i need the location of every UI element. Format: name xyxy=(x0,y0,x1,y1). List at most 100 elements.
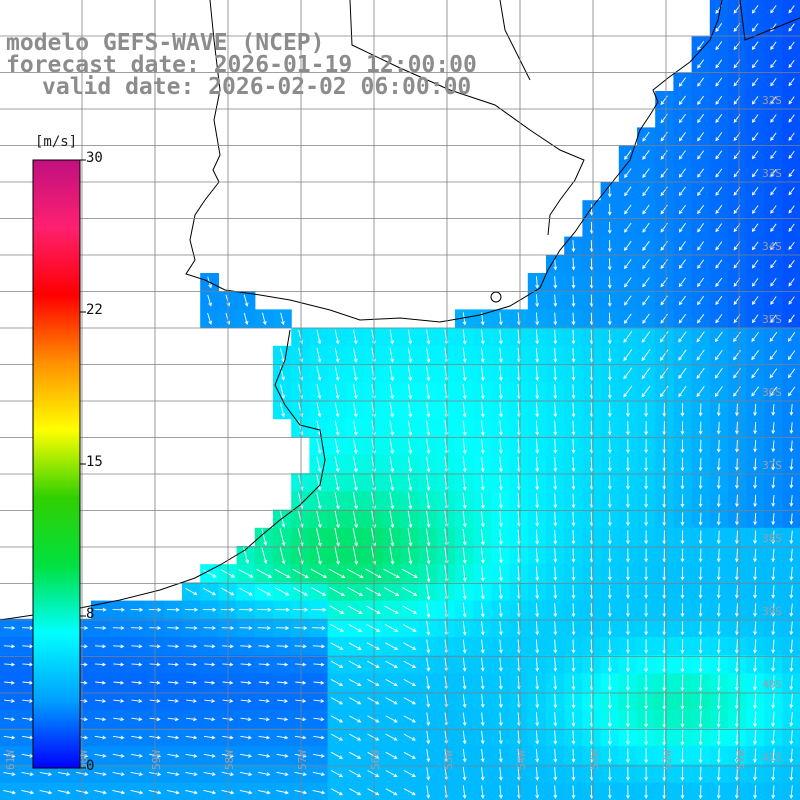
wind-arrow xyxy=(678,168,686,178)
wind-arrow xyxy=(680,603,685,618)
wind-arrow xyxy=(771,548,776,563)
wind-arrow xyxy=(225,294,231,307)
wind-arrow xyxy=(571,530,576,545)
wind-arrow xyxy=(480,712,485,727)
wind-arrow xyxy=(788,278,795,287)
wind-arrow xyxy=(716,548,721,563)
wind-arrow xyxy=(734,692,739,710)
wind-arrow xyxy=(535,438,540,454)
wind-arrow xyxy=(662,639,667,654)
wind-arrow xyxy=(480,676,485,690)
wind-arrow xyxy=(352,545,359,566)
wind-arrow xyxy=(462,528,467,546)
wind-arrow xyxy=(261,312,267,326)
wind-arrow xyxy=(662,748,667,764)
wind-arrow xyxy=(697,132,705,142)
wind-arrow xyxy=(334,438,340,455)
wind-arrow xyxy=(553,457,558,473)
wind-arrow xyxy=(312,626,326,630)
wind-arrow xyxy=(167,771,180,777)
wind-arrow xyxy=(734,674,739,691)
wind-arrow xyxy=(607,766,612,782)
wind-arrow xyxy=(626,766,630,782)
wind-arrow xyxy=(734,548,739,563)
wind-arrow xyxy=(293,607,309,612)
wind-arrow xyxy=(662,674,667,692)
wind-arrow xyxy=(660,277,668,288)
wind-arrow xyxy=(789,748,794,763)
wind-arrow xyxy=(279,528,286,547)
wind-arrow xyxy=(334,347,340,363)
wind-arrow xyxy=(660,186,668,197)
wind-arrow xyxy=(716,403,721,417)
wind-arrow xyxy=(626,548,630,563)
wind-arrow xyxy=(698,674,703,692)
wind-arrow xyxy=(697,259,705,269)
wind-arrow xyxy=(662,621,667,636)
wind-arrow xyxy=(626,603,630,618)
wind-arrow xyxy=(298,402,304,418)
wind-arrow xyxy=(112,735,125,740)
wind-arrow xyxy=(770,278,777,287)
wind-arrow xyxy=(240,644,253,649)
wind-arrow xyxy=(698,785,703,800)
wind-arrow xyxy=(279,366,286,381)
wind-arrow xyxy=(607,729,612,746)
wind-arrow xyxy=(734,421,739,435)
wind-arrow xyxy=(698,621,703,636)
wind-arrow xyxy=(607,785,612,800)
wind-arrow xyxy=(734,785,739,800)
wind-arrow xyxy=(462,785,467,799)
wind-arrow xyxy=(660,313,668,324)
wind-arrow xyxy=(499,529,503,546)
wind-arrow xyxy=(480,657,485,672)
wind-arrow xyxy=(383,568,400,578)
wind-arrow xyxy=(293,587,308,596)
wind-arrow xyxy=(626,748,630,764)
wind-arrow xyxy=(3,735,16,740)
wind-arrow xyxy=(334,546,340,566)
wind-arrow xyxy=(753,785,757,800)
wind-arrow xyxy=(240,753,253,758)
wind-arrow xyxy=(334,510,340,529)
wind-arrow xyxy=(240,699,252,703)
wind-arrow xyxy=(678,95,686,106)
colorbar-label-30: 30 xyxy=(86,150,103,166)
wind-arrow xyxy=(715,23,723,33)
wind-arrow xyxy=(788,23,795,32)
wind-arrow xyxy=(4,662,16,667)
wind-arrow xyxy=(207,312,213,325)
wind-arrow xyxy=(498,730,503,745)
wind-arrow xyxy=(95,699,107,703)
wind-arrow xyxy=(644,639,648,654)
wind-arrow xyxy=(753,512,757,526)
wind-arrow xyxy=(553,420,558,436)
wind-arrow xyxy=(734,711,739,728)
wind-arrow xyxy=(734,494,739,508)
wind-arrow xyxy=(662,566,667,581)
wind-arrow xyxy=(571,785,576,800)
wind-arrow xyxy=(607,603,612,618)
wind-arrow xyxy=(571,457,576,472)
wind-arrow xyxy=(39,771,53,777)
wind-arrow xyxy=(499,602,503,618)
wind-cell xyxy=(236,782,256,800)
wind-arrow xyxy=(402,624,417,632)
wind-arrow xyxy=(240,717,252,722)
wind-arrow xyxy=(113,699,125,703)
wind-arrow xyxy=(751,77,759,87)
wind-arrow xyxy=(113,717,125,722)
wind-arrow xyxy=(499,639,503,654)
wind-arrow xyxy=(403,733,416,741)
wind-arrow xyxy=(130,626,143,630)
wind-arrow xyxy=(316,527,322,547)
wind-arrow xyxy=(697,168,705,178)
wind-arrow xyxy=(770,205,777,214)
wind-arrow xyxy=(22,717,34,722)
wind-arrow xyxy=(734,748,739,764)
wind-arrow xyxy=(607,493,612,509)
wind-arrow xyxy=(316,474,322,491)
wind-arrow xyxy=(166,789,180,795)
wind-arrow xyxy=(697,113,705,124)
wind-arrow xyxy=(131,735,143,740)
